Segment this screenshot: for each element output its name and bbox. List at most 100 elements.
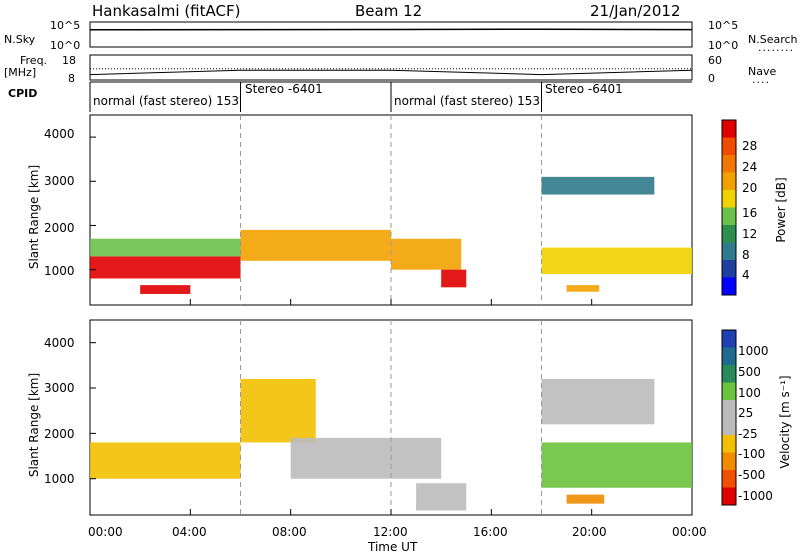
velocity-region-2 — [290, 437, 442, 479]
xtick-2400: 00:00 — [672, 525, 707, 539]
velocity-colorbar-swatch-0 — [722, 487, 736, 505]
freq-tick-high: 18 — [62, 54, 76, 67]
noise-tick-high-left: 10^5 — [50, 19, 81, 32]
power-region-1 — [90, 238, 241, 257]
xtick-0400: 04:00 — [172, 525, 207, 539]
power-region-3 — [391, 238, 462, 270]
power-ytick-1000: 1000 — [44, 264, 75, 278]
power-cb-tick-28: 28 — [742, 139, 758, 153]
date-title: 21/Jan/2012 — [590, 2, 681, 20]
power-ytick-3000: 3000 — [44, 174, 75, 188]
power-cb-tick-4: 4 — [742, 268, 750, 282]
xaxis-title: Time UT — [368, 540, 418, 554]
velocity-cb-title: Velocity [m s⁻¹] — [778, 375, 792, 469]
power-colorbar-swatch-0 — [722, 277, 736, 295]
power-region-5 — [541, 247, 692, 275]
velocity-ylabel: Slant Range [km] — [27, 372, 41, 478]
power-colorbar-swatch-4 — [722, 207, 736, 225]
velocity-cb-tick-100: 100 — [738, 386, 761, 400]
power-colorbar-swatch-9 — [722, 120, 736, 138]
station-title: Hankasalmi (fitACF) — [92, 2, 241, 20]
velocity-region-3 — [416, 483, 467, 511]
power-cb-tick-20: 20 — [742, 181, 758, 195]
power-region-0 — [90, 256, 241, 279]
velocity-cb-tick-neg100: -100 — [738, 447, 766, 461]
power-colorbar-swatch-5 — [722, 190, 736, 208]
freq-unit: [MHz] — [4, 66, 37, 79]
mode-label-3: normal (fast stereo) 153 — [394, 94, 541, 108]
cpid-label: CPID — [8, 87, 38, 100]
power-colorbar-swatch-1 — [722, 260, 736, 278]
power-colorbar-swatch-7 — [722, 155, 736, 173]
velocity-colorbar-swatch-7 — [722, 365, 736, 383]
mode-label-1: normal (fast stereo) 153 — [93, 94, 240, 108]
nave-tick-low: 0 — [708, 72, 715, 85]
power-region-6 — [541, 176, 655, 195]
nave-label: Nave — [748, 65, 777, 78]
freq-label: Freq. — [20, 54, 48, 67]
power-ytick-2000: 2000 — [44, 221, 75, 235]
nsky-label: N.Sky — [4, 33, 36, 46]
power-cb-tick-24: 24 — [742, 160, 758, 174]
power-colorbar-swatch-6 — [722, 172, 736, 190]
velocity-ytick-4000: 4000 — [44, 336, 75, 350]
velocity-colorbar-swatch-6 — [722, 382, 736, 400]
power-region-8 — [566, 285, 600, 292]
velocity-region-0 — [90, 442, 241, 479]
xtick-0800: 08:00 — [272, 525, 307, 539]
velocity-ytick-2000: 2000 — [44, 427, 75, 441]
power-cb-tick-8: 8 — [742, 248, 750, 262]
velocity-region-4 — [541, 442, 692, 488]
power-ytick-4000: 4000 — [44, 127, 75, 141]
power-region-2 — [240, 229, 391, 261]
noise-tick-low-right: 10^0 — [708, 39, 739, 52]
velocity-cb-tick-neg25: -25 — [738, 427, 758, 441]
velocity-cb-tick-500: 500 — [738, 365, 761, 379]
velocity-cb-tick-neg1000: -1000 — [738, 489, 773, 503]
noise-panel-frame — [89, 21, 693, 48]
velocity-ytick-3000: 3000 — [44, 381, 75, 395]
power-cb-tick-12: 12 — [742, 227, 758, 241]
nave-linestyle: .... — [752, 73, 770, 86]
power-cb-tick-16: 16 — [742, 206, 758, 220]
velocity-colorbar-swatch-3 — [722, 435, 736, 453]
beam-title: Beam 12 — [355, 2, 423, 20]
freq-panel-frame — [89, 54, 693, 81]
velocity-ytick-1000: 1000 — [44, 472, 75, 486]
velocity-colorbar-swatch-8 — [722, 347, 736, 365]
power-colorbar-swatch-8 — [722, 137, 736, 155]
xtick-1600: 16:00 — [473, 525, 508, 539]
velocity-colorbar-swatch-9 — [722, 330, 736, 348]
nave-tick-high: 60 — [708, 54, 722, 67]
freq-line-freq — [89, 69, 693, 76]
velocity-colorbar-swatch-1 — [722, 470, 736, 488]
power-ylabel: Slant Range [km] — [27, 164, 41, 270]
velocity-colorbar-swatch-4 — [722, 417, 736, 435]
power-colorbar-swatch-2 — [722, 242, 736, 260]
nsearch-label: N.Search — [748, 33, 798, 46]
velocity-cb-tick-1000: 1000 — [738, 344, 769, 358]
velocity-colorbar-swatch-5 — [722, 400, 736, 418]
power-colorbar-frame — [721, 119, 737, 296]
mode-label-4: Stereo -6401 — [545, 82, 623, 96]
nsearch-linestyle: ........ — [758, 41, 794, 54]
xtick-0000: 00:00 — [88, 525, 123, 539]
velocity-cb-tick-neg500: -500 — [738, 468, 766, 482]
noise-tick-low-left: 10^0 — [50, 39, 81, 52]
power-cb-title: Power [dB] — [774, 177, 788, 243]
xtick-2000: 20:00 — [572, 525, 607, 539]
velocity-region-5 — [541, 378, 655, 425]
velocity-region-6 — [566, 494, 605, 504]
mode-label-2: Stereo -6401 — [245, 82, 323, 96]
freq-tick-low: 8 — [68, 72, 75, 85]
velocity-cb-tick-25: 25 — [738, 406, 754, 420]
velocity-colorbar-swatch-2 — [722, 452, 736, 470]
velocity-region-1 — [240, 378, 316, 443]
velocity-colorbar-frame — [721, 329, 737, 506]
power-region-4 — [441, 269, 467, 288]
power-region-7 — [140, 285, 191, 294]
noise-tick-high-right: 10^5 — [708, 19, 739, 32]
xtick-1200: 12:00 — [373, 525, 408, 539]
power-colorbar-swatch-3 — [722, 225, 736, 243]
